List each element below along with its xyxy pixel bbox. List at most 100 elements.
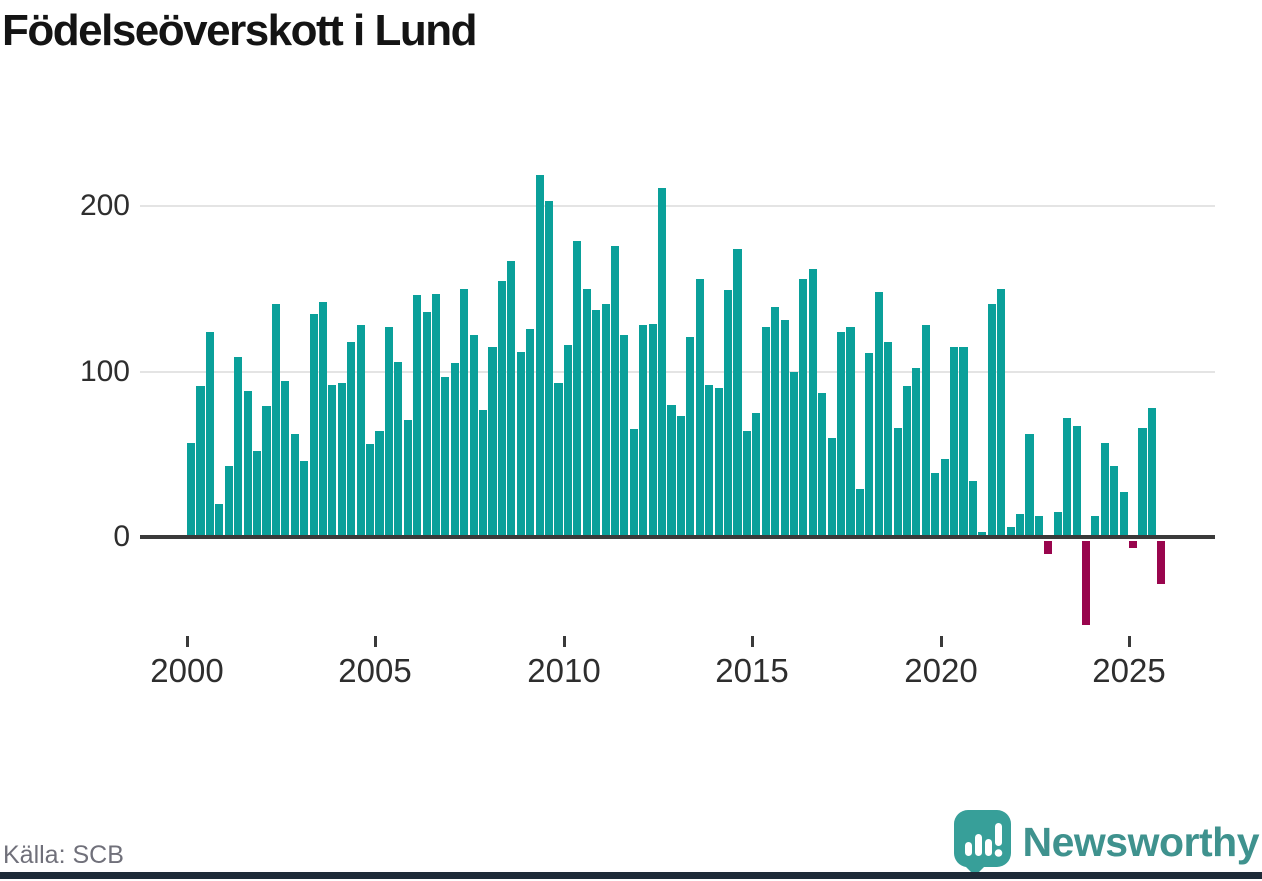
bar-2015-q1 (752, 412, 761, 537)
bar-2021-q4 (1006, 527, 1015, 537)
bar-2024-q4 (1119, 492, 1128, 537)
bar-2001-q4 (252, 450, 262, 537)
bar-2018-q2 (874, 292, 883, 537)
bar-2009-q1 (526, 328, 535, 537)
x-tick-2020 (940, 636, 943, 647)
bar-2017-q3 (846, 326, 855, 537)
x-axis-line (140, 535, 1215, 539)
bar-2005-q1 (375, 431, 384, 537)
bar-2009-q4 (554, 383, 563, 537)
speech-bubble-shape (953, 810, 1011, 876)
bar-2017-q4 (855, 489, 864, 537)
bar-2001-q2 (234, 356, 243, 537)
bar-2015-q4 (780, 320, 789, 537)
bar-2000-q2 (196, 386, 205, 537)
bar-2014-q1 (714, 388, 723, 537)
bar-2010-q3 (582, 288, 591, 538)
bar-2013-q2 (686, 336, 695, 537)
bar-2019-q2 (912, 368, 921, 537)
x-tick-2005 (374, 636, 377, 647)
bar-2007-q1 (450, 363, 459, 537)
gridlines-container (140, 150, 1215, 710)
bar-2016-q1 (789, 371, 799, 537)
bar-2004-q1 (337, 383, 346, 537)
bar-2012-q1 (639, 325, 648, 537)
bar-2020-q4 (968, 480, 978, 537)
bar-2019-q1 (902, 386, 912, 537)
bar-2008-q3 (507, 260, 516, 537)
newsworthy-wordmark: Newsworthy (1022, 819, 1260, 865)
bar-2022-q2 (1025, 434, 1034, 537)
bar-2016-q2 (799, 278, 808, 537)
bar-2023-q4 (1081, 541, 1091, 626)
bar-2025-q2 (1138, 427, 1147, 537)
bar-2010-q4 (592, 310, 601, 537)
bar-2019-q4 (931, 472, 940, 537)
x-tick-label-2020: 2020 (904, 652, 978, 689)
bar-2017-q2 (837, 331, 846, 537)
bar-2018-q3 (884, 341, 893, 537)
x-tick-label-2000: 2000 (150, 652, 224, 689)
bar-2016-q3 (808, 268, 817, 537)
y-tick-label-0: 0 (113, 520, 130, 553)
x-tick-2015 (751, 636, 754, 647)
bar-2019-q3 (921, 325, 930, 537)
bar-2005-q4 (403, 419, 412, 537)
bar-2009-q3 (545, 201, 554, 537)
x-tick-label-2005: 2005 (338, 652, 412, 689)
bar-2020-q3 (959, 346, 968, 537)
bar-2021-q3 (997, 288, 1006, 538)
bar-2023-q1 (1053, 512, 1062, 537)
bar-2003-q3 (318, 302, 328, 537)
x-tick-2025 (1128, 636, 1131, 647)
bar-2013-q3 (695, 278, 704, 537)
bar-2007-q4 (479, 409, 488, 537)
bar-2020-q1 (940, 459, 949, 537)
bar-2003-q4 (328, 384, 337, 537)
bar-2014-q4 (742, 431, 751, 537)
bar-2014-q3 (733, 249, 742, 537)
bar-2008-q2 (497, 280, 507, 537)
bar-2002-q2 (271, 303, 280, 537)
bar-2010-q1 (563, 345, 572, 537)
bar-2022-q4 (1044, 541, 1053, 555)
bar-2020-q2 (950, 346, 959, 537)
bar-2024-q1 (1091, 515, 1100, 537)
bar-2008-q1 (488, 346, 497, 537)
bar-2002-q1 (262, 406, 271, 537)
bar-2012-q3 (658, 187, 667, 537)
bar-2018-q1 (865, 353, 874, 537)
bar-2023-q3 (1072, 426, 1081, 537)
bar-2025-q1 (1129, 541, 1138, 548)
bar-2004-q2 (347, 341, 356, 537)
bar-2024-q3 (1110, 465, 1119, 537)
bar-2012-q2 (648, 323, 657, 537)
bar-2023-q2 (1063, 417, 1072, 537)
bar-2009-q2 (535, 174, 544, 537)
bar-2007-q2 (460, 288, 469, 538)
bar-2005-q3 (394, 361, 403, 537)
x-tick-2000 (186, 636, 189, 647)
y-tick-label-100: 100 (79, 355, 130, 388)
bar-2022-q3 (1034, 515, 1043, 537)
bar-2004-q3 (356, 325, 365, 537)
y-tick-label-200: 200 (79, 189, 130, 222)
bar-2003-q1 (300, 460, 309, 537)
bar-2004-q4 (366, 444, 375, 537)
bar-2015-q3 (771, 307, 780, 537)
bar-2001-q1 (224, 465, 233, 537)
bar-2021-q1 (978, 532, 987, 537)
bar-2012-q4 (667, 404, 676, 537)
bar-2021-q2 (987, 303, 996, 537)
bar-2006-q1 (413, 295, 422, 537)
bar-2011-q4 (629, 429, 638, 537)
bar-2002-q3 (281, 381, 290, 537)
footer-accent-strip (0, 872, 1262, 879)
newsworthy-logo: Newsworthy (953, 810, 1260, 881)
bar-2000-q4 (215, 503, 224, 537)
bar-2013-q1 (676, 416, 685, 537)
gridline-100 (140, 371, 1215, 373)
bar-2011-q2 (610, 245, 620, 537)
bar-2000-q3 (205, 331, 214, 537)
bar-2022-q1 (1016, 513, 1025, 537)
